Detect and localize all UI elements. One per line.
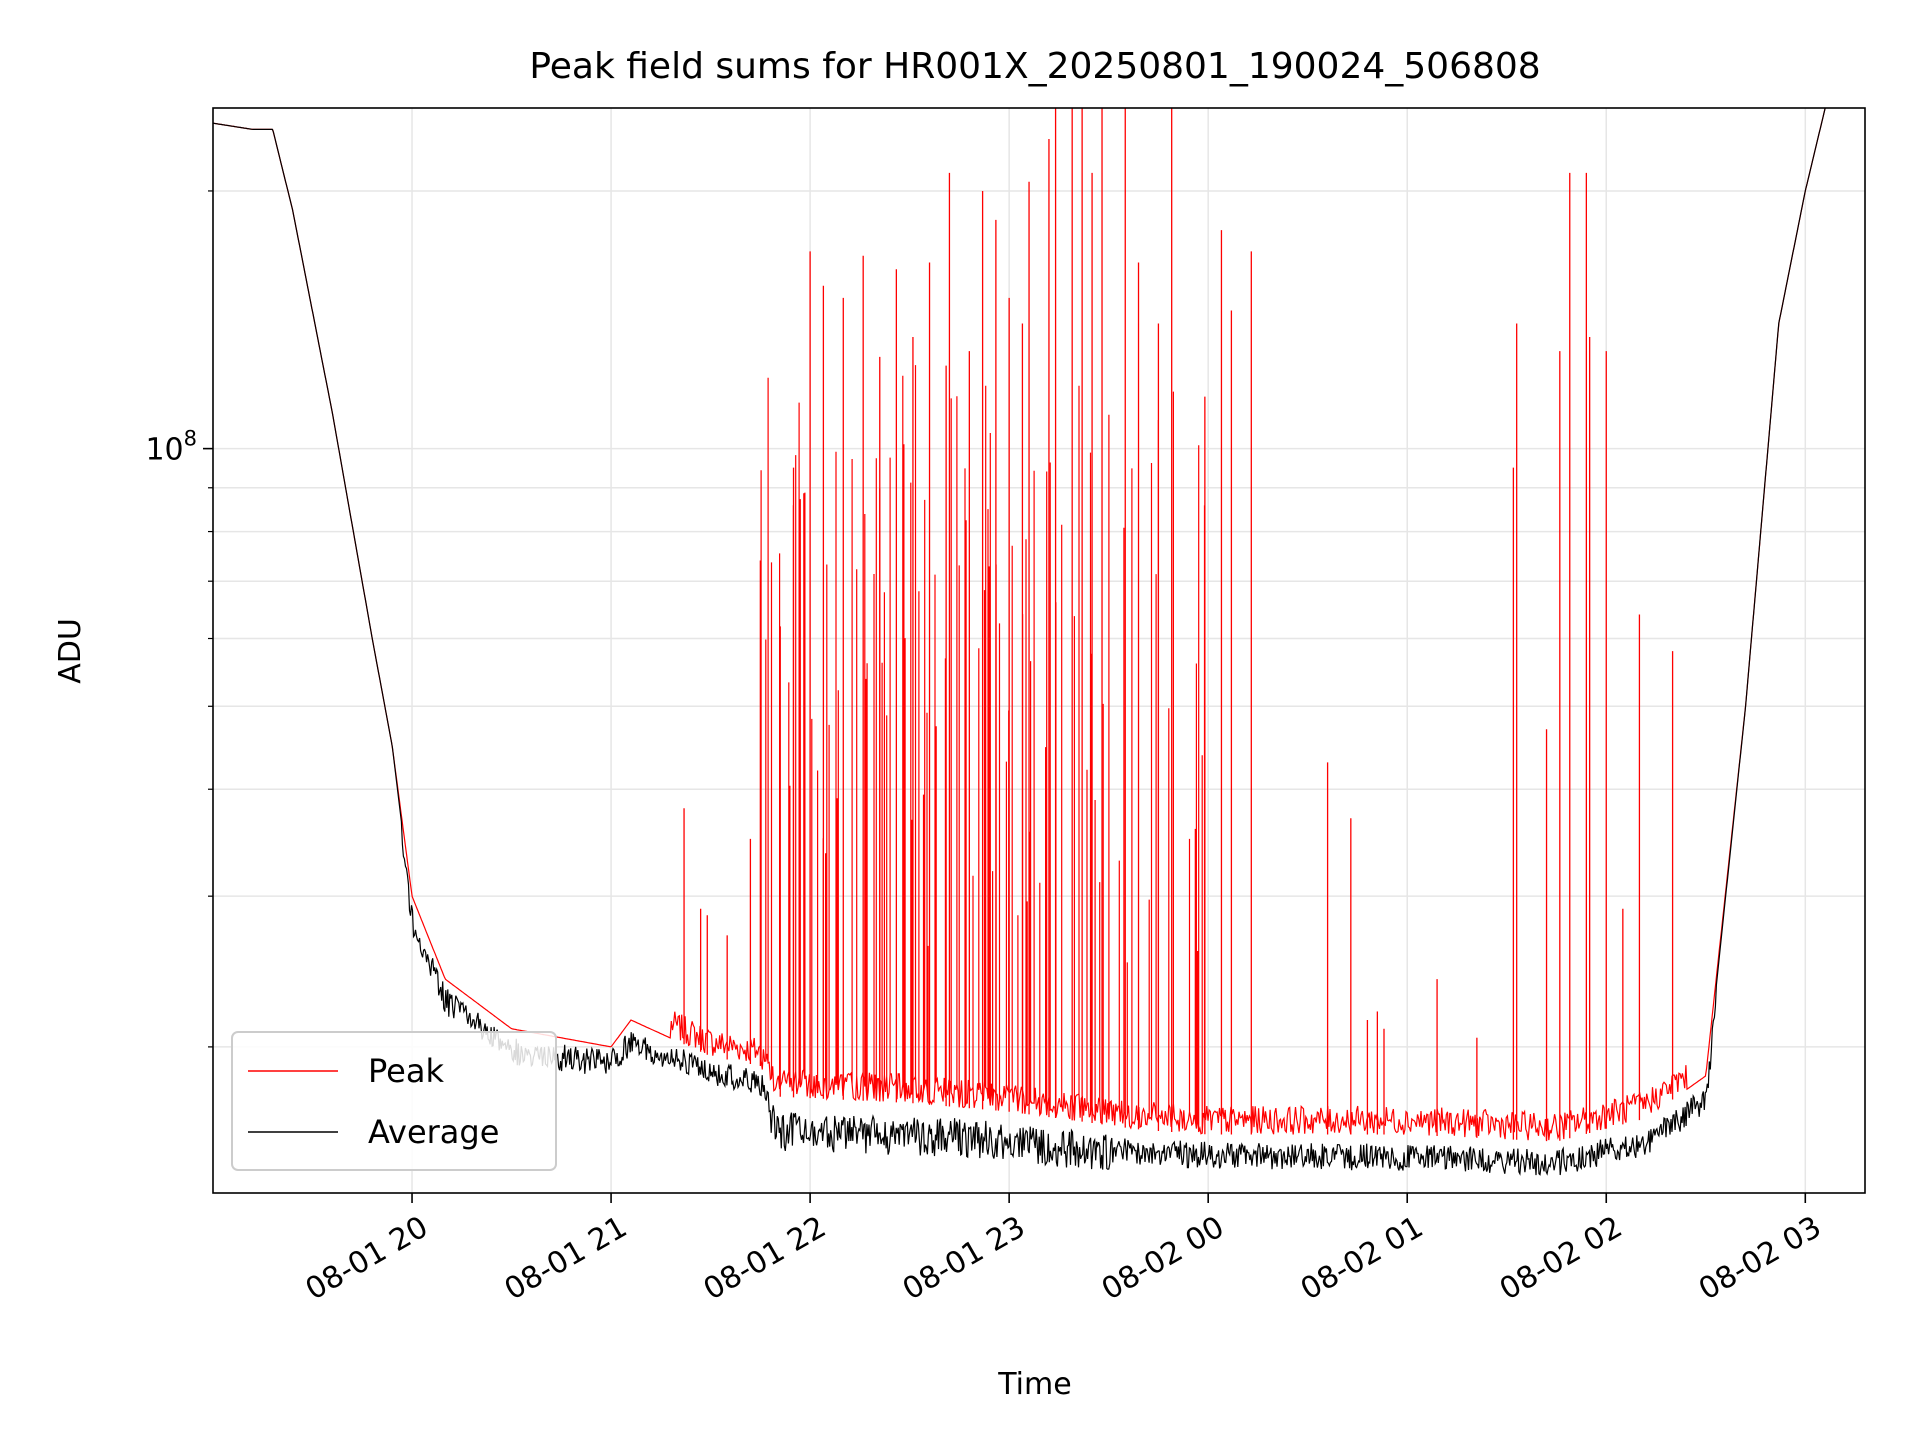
x-axis-label: Time: [997, 1367, 1071, 1402]
chart-title: Peak field sums for HR001X_20250801_1900…: [529, 46, 1540, 87]
legend-box: [231, 1031, 557, 1171]
legend-label-peak: Peak: [368, 1052, 444, 1090]
legend-label-average: Average: [368, 1113, 499, 1151]
y-tick-label: 108: [145, 427, 197, 468]
plot-area: [212, 107, 1826, 1176]
y-axis-label: ADU: [53, 618, 88, 684]
axes-frame: [212, 107, 1866, 1194]
legend: Peak Average: [231, 1031, 557, 1171]
